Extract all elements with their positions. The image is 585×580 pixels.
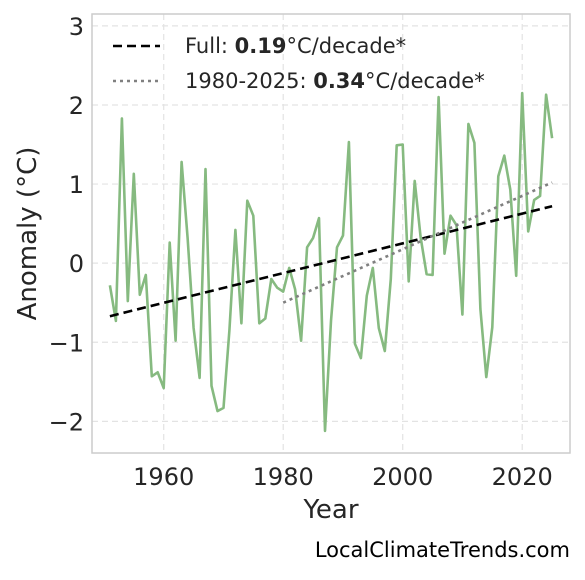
anomaly-series-line: [108, 91, 554, 433]
x-tick-label: 2000: [372, 463, 433, 491]
y-tick-label: 1: [69, 171, 84, 199]
y-tick-label: −1: [49, 329, 84, 357]
legend-suffix: °C/decade*: [365, 69, 485, 93]
y-tick-label: −2: [49, 408, 84, 436]
legend-value: 0.19: [235, 34, 287, 58]
legend-suffix: °C/decade*: [287, 34, 407, 58]
legend: Full: 0.19°C/decade*1980-2025: 0.34°C/de…: [113, 34, 485, 93]
legend-value: 0.34: [313, 69, 365, 93]
plot-frame: [91, 13, 571, 454]
y-tick-label: 0: [69, 250, 84, 278]
y-tick-label: 2: [69, 92, 84, 120]
legend-entry: Full: 0.19°C/decade*: [185, 34, 406, 58]
legend-entry: 1980-2025: 0.34°C/decade*: [185, 69, 485, 93]
x-tick-label: 1980: [253, 463, 314, 491]
trend-full-line: [109, 204, 553, 318]
series-group: [108, 91, 554, 433]
x-tick-labels: 1960 1980 2000 2020: [133, 463, 553, 491]
y-tick-labels: −2 −1 0 1 2 3: [49, 13, 84, 436]
x-tick-label: 2020: [492, 463, 553, 491]
y-axis-label: Anomaly (°C): [13, 147, 43, 321]
x-tick-label: 1960: [133, 463, 194, 491]
y-tick-label: 3: [69, 13, 84, 41]
legend-prefix: Full:: [185, 34, 235, 58]
watermark: LocalClimateTrends.com: [314, 538, 570, 562]
x-axis-label: Year: [302, 495, 358, 525]
trend-1980-2025-line: [282, 181, 553, 304]
legend-prefix: 1980-2025:: [185, 69, 313, 93]
